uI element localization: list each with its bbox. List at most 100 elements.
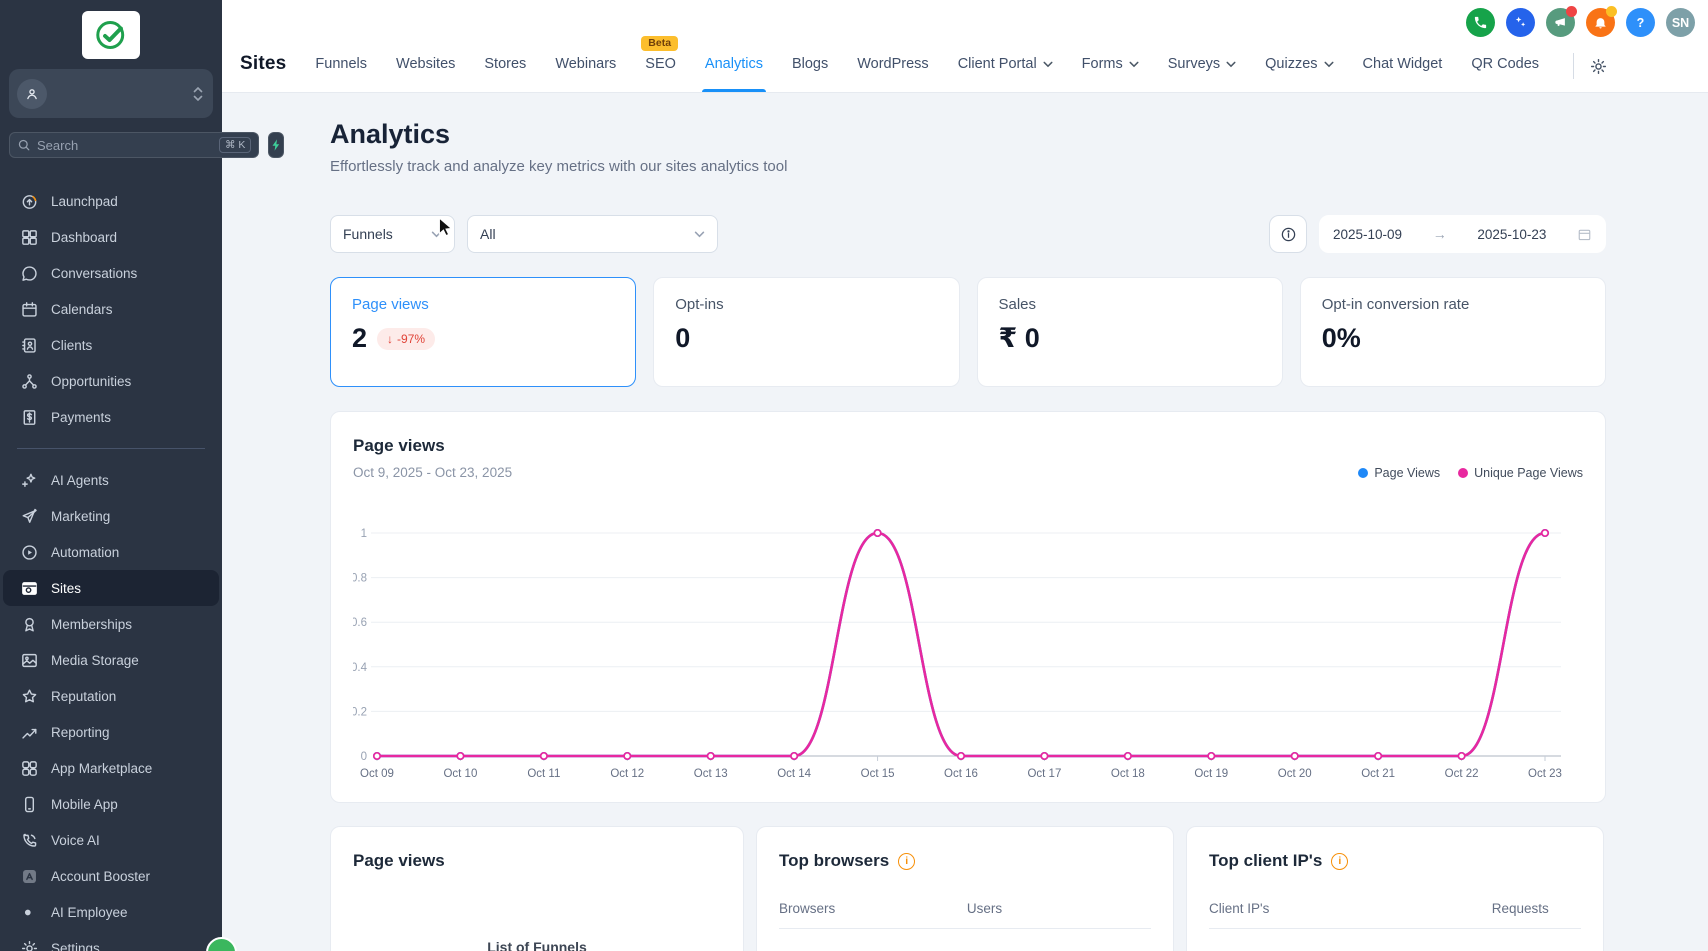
account-booster-icon [20, 867, 39, 886]
help-button[interactable]: ? [1626, 8, 1655, 37]
tab-chat-widget[interactable]: Chat Widget [1363, 56, 1443, 92]
category-select-value: Funnels [343, 226, 393, 242]
chart-axis-title: List of Funnels [331, 939, 743, 951]
info-icon[interactable]: i [1331, 853, 1348, 870]
chart-legend: Page Views Unique Page Views [1358, 466, 1583, 480]
tab-label: Client Portal [958, 56, 1037, 72]
sidebar-item-dashboard[interactable]: Dashboard [3, 219, 219, 255]
sidebar-item-ai-agents[interactable]: AI Agents [3, 462, 219, 498]
sidebar-item-sites[interactable]: Sites [3, 570, 219, 606]
tab-label: Funnels [315, 56, 367, 72]
sidebar-item-label: Payments [51, 410, 111, 425]
tab-label: Analytics [705, 56, 763, 72]
sidebar-item-reputation[interactable]: Reputation [3, 678, 219, 714]
sidebar-item-voice-ai[interactable]: Voice AI [3, 822, 219, 858]
sidebar-item-launchpad[interactable]: Launchpad [3, 183, 219, 219]
pageviews-chart-card: Page views Oct 9, 2025 - Oct 23, 2025 Pa… [330, 411, 1606, 803]
tab-seo[interactable]: SEOBeta [645, 56, 676, 92]
sidebar-item-opportunities[interactable]: Opportunities [3, 363, 219, 399]
settings-gear-button[interactable] [1589, 57, 1608, 76]
sidebar-item-media-storage[interactable]: Media Storage [3, 642, 219, 678]
svg-text:Oct 16: Oct 16 [944, 768, 978, 780]
tab-webinars[interactable]: Webinars [555, 56, 616, 92]
sidebar-item-label: Account Booster [51, 869, 150, 884]
svg-text:Oct 23: Oct 23 [1528, 768, 1562, 780]
avatar[interactable]: SN [1666, 8, 1695, 37]
metric-card-opt-in-conversion-rate[interactable]: Opt-in conversion rate0% [1300, 277, 1606, 387]
sidebar-item-mobile-app[interactable]: Mobile App [3, 786, 219, 822]
metric-card-opt-ins[interactable]: Opt-ins0 [653, 277, 959, 387]
reporting-icon [20, 723, 39, 742]
notification-dot [1606, 6, 1617, 17]
clients-icon [20, 336, 39, 355]
sidebar-item-label: Voice AI [51, 833, 100, 848]
account-switcher[interactable] [9, 69, 213, 118]
tab-websites[interactable]: Websites [396, 56, 455, 92]
sidebar-divider [17, 448, 205, 449]
payments-icon [20, 408, 39, 427]
sidebar-item-account-booster[interactable]: Account Booster [3, 858, 219, 894]
tab-client-portal[interactable]: Client Portal [958, 56, 1053, 92]
metric-card-page-views[interactable]: Page views2↓-97% [330, 277, 636, 387]
sidebar-item-app-marketplace[interactable]: App Marketplace [3, 750, 219, 786]
tab-forms[interactable]: Forms [1082, 56, 1139, 92]
table-divider [1209, 928, 1581, 929]
ai-assistant-button[interactable] [268, 132, 284, 158]
tab-label: SEO [645, 56, 676, 72]
tab-surveys[interactable]: Surveys [1168, 56, 1236, 92]
date-end: 2025-10-23 [1477, 227, 1546, 242]
voice-ai-icon [20, 831, 39, 850]
sidebar-item-automation[interactable]: Automation [3, 534, 219, 570]
info-icon[interactable]: i [898, 853, 915, 870]
chevron-updown-icon [193, 87, 203, 101]
sites-icon [20, 579, 39, 598]
page-title: Analytics [330, 119, 1606, 150]
sidebar-item-settings[interactable]: Settings [3, 930, 219, 951]
legend-label: Unique Page Views [1474, 466, 1583, 480]
funnel-select[interactable]: All [467, 215, 718, 253]
sidebar-search[interactable]: ⌘ K [9, 132, 259, 158]
sidebar-item-marketing[interactable]: Marketing [3, 498, 219, 534]
sidebar-item-label: Settings [51, 941, 100, 951]
tab-qr-codes[interactable]: QR Codes [1471, 56, 1539, 92]
metric-card-sales[interactable]: Sales₹ 0 [977, 277, 1283, 387]
tab-blogs[interactable]: Blogs [792, 56, 828, 92]
pageviews-line-chart[interactable]: 10.80.60.40.20Oct 09Oct 10Oct 11Oct 12Oc… [353, 480, 1585, 780]
tab-stores[interactable]: Stores [484, 56, 526, 92]
sidebar-item-label: Reputation [51, 689, 116, 704]
sidebar-item-conversations[interactable]: Conversations [3, 255, 219, 291]
phone-button[interactable] [1466, 8, 1495, 37]
chevron-down-icon [431, 231, 442, 238]
conversations-icon [20, 264, 39, 283]
svg-text:Oct 15: Oct 15 [861, 768, 895, 780]
date-range-picker[interactable]: 2025-10-09 → 2025-10-23 [1319, 215, 1606, 253]
sidebar-item-reporting[interactable]: Reporting [3, 714, 219, 750]
legend-item[interactable]: Unique Page Views [1458, 466, 1583, 480]
sidebar-item-ai-employee[interactable]: AI Employee [3, 894, 219, 930]
svg-text:Oct 09: Oct 09 [360, 768, 394, 780]
bell-button[interactable] [1586, 8, 1615, 37]
tab-wordpress[interactable]: WordPress [857, 56, 928, 92]
phone-icon [1473, 15, 1488, 30]
sidebar-item-label: AI Agents [51, 473, 109, 488]
info-icon [1280, 226, 1297, 243]
tab-quizzes[interactable]: Quizzes [1265, 56, 1333, 92]
chevron-down-icon [1043, 61, 1053, 68]
tab-funnels[interactable]: Funnels [315, 56, 367, 92]
arrow-right-icon: → [1433, 226, 1447, 242]
tab-label: QR Codes [1471, 56, 1539, 72]
metric-label: Page views [352, 296, 614, 313]
category-select[interactable]: Funnels [330, 215, 455, 253]
tab-analytics[interactable]: Analytics [705, 56, 763, 92]
megaphone-button[interactable] [1546, 8, 1575, 37]
sidebar-item-clients[interactable]: Clients [3, 327, 219, 363]
date-info-button[interactable] [1269, 215, 1307, 253]
sidebar-item-payments[interactable]: Payments [3, 399, 219, 435]
sidebar-item-calendars[interactable]: Calendars [3, 291, 219, 327]
sidebar-item-memberships[interactable]: Memberships [3, 606, 219, 642]
chart-date-range: Oct 9, 2025 - Oct 23, 2025 [353, 465, 512, 480]
search-input[interactable] [37, 138, 213, 153]
tab-label: Websites [396, 56, 455, 72]
legend-item[interactable]: Page Views [1358, 466, 1440, 480]
magic-button[interactable] [1506, 8, 1535, 37]
